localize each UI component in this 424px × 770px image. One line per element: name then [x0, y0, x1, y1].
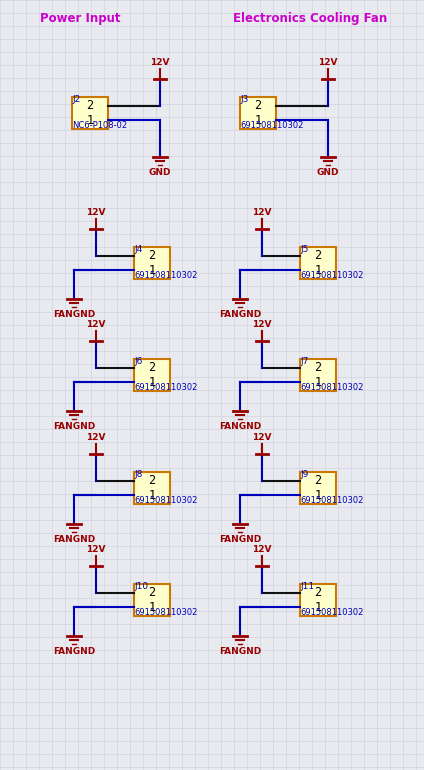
- Text: 1: 1: [315, 263, 321, 276]
- Text: 691508110302: 691508110302: [240, 121, 304, 130]
- Text: 12V: 12V: [252, 320, 272, 329]
- Text: J9: J9: [300, 470, 308, 479]
- Text: FANGND: FANGND: [53, 647, 95, 656]
- Text: 2: 2: [315, 249, 321, 263]
- Text: 1: 1: [148, 601, 156, 614]
- Text: 1: 1: [315, 601, 321, 614]
- Text: GND: GND: [149, 168, 171, 177]
- Bar: [300, 359, 336, 391]
- Text: J11: J11: [300, 582, 314, 591]
- Text: 1: 1: [254, 113, 262, 126]
- Text: 2: 2: [86, 99, 94, 112]
- Text: J8: J8: [134, 470, 142, 479]
- Text: 12V: 12V: [252, 545, 272, 554]
- Bar: [134, 247, 170, 279]
- Text: J2: J2: [72, 95, 80, 104]
- Text: Electronics Cooling Fan: Electronics Cooling Fan: [233, 12, 387, 25]
- Text: 2: 2: [148, 474, 156, 487]
- Text: J7: J7: [300, 357, 308, 366]
- Text: 2: 2: [148, 249, 156, 263]
- Text: 12V: 12V: [150, 58, 170, 67]
- Text: 691508110302: 691508110302: [300, 271, 363, 280]
- Text: FANGND: FANGND: [53, 535, 95, 544]
- Text: 12V: 12V: [86, 320, 106, 329]
- Text: 2: 2: [254, 99, 262, 112]
- Text: 691508110302: 691508110302: [300, 496, 363, 505]
- Text: FANGND: FANGND: [219, 647, 261, 656]
- Text: 1: 1: [315, 376, 321, 389]
- Text: FANGND: FANGND: [53, 310, 95, 319]
- Bar: [134, 359, 170, 391]
- Text: 12V: 12V: [86, 208, 106, 217]
- Text: Power Input: Power Input: [40, 12, 120, 25]
- Text: J10: J10: [134, 582, 148, 591]
- Text: 1: 1: [148, 488, 156, 501]
- Text: 2: 2: [315, 474, 321, 487]
- Text: 1: 1: [148, 376, 156, 389]
- Text: 12V: 12V: [318, 58, 338, 67]
- Bar: [300, 584, 336, 616]
- Text: GND: GND: [317, 168, 339, 177]
- Text: 691508110302: 691508110302: [134, 496, 198, 505]
- Text: 12V: 12V: [252, 433, 272, 442]
- Bar: [134, 472, 170, 504]
- Text: 691508110302: 691508110302: [134, 608, 198, 617]
- Text: FANGND: FANGND: [219, 422, 261, 431]
- Text: FANGND: FANGND: [53, 422, 95, 431]
- Text: 2: 2: [315, 361, 321, 374]
- Text: 691508110302: 691508110302: [300, 608, 363, 617]
- Text: 2: 2: [148, 361, 156, 374]
- Text: J5: J5: [300, 245, 308, 254]
- Text: 2: 2: [148, 587, 156, 600]
- Bar: [300, 472, 336, 504]
- Text: 12V: 12V: [252, 208, 272, 217]
- Text: 691508110302: 691508110302: [134, 383, 198, 392]
- Text: 1: 1: [315, 488, 321, 501]
- Text: 2: 2: [315, 587, 321, 600]
- Text: J3: J3: [240, 95, 248, 104]
- Text: 1: 1: [86, 113, 94, 126]
- Text: 691508110302: 691508110302: [134, 271, 198, 280]
- Text: NC6-P108-02: NC6-P108-02: [72, 121, 127, 130]
- Text: 12V: 12V: [86, 433, 106, 442]
- Text: 1: 1: [148, 263, 156, 276]
- Bar: [134, 584, 170, 616]
- Text: J6: J6: [134, 357, 142, 366]
- Text: 691508110302: 691508110302: [300, 383, 363, 392]
- Text: 12V: 12V: [86, 545, 106, 554]
- Bar: [72, 97, 108, 129]
- Text: FANGND: FANGND: [219, 535, 261, 544]
- Bar: [240, 97, 276, 129]
- Text: FANGND: FANGND: [219, 310, 261, 319]
- Bar: [300, 247, 336, 279]
- Text: J4: J4: [134, 245, 142, 254]
